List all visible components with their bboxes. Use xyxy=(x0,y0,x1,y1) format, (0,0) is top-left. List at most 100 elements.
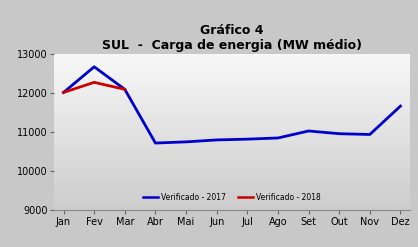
Bar xyxy=(54,99,410,100)
Bar xyxy=(54,188,410,189)
Bar xyxy=(54,174,410,175)
Bar xyxy=(54,62,410,63)
Bar xyxy=(54,126,410,127)
Bar xyxy=(54,201,410,202)
Bar xyxy=(54,125,410,126)
Bar xyxy=(54,123,410,124)
Bar xyxy=(54,112,410,113)
Bar xyxy=(54,160,410,161)
Bar xyxy=(54,67,410,68)
Bar xyxy=(54,175,410,176)
Bar xyxy=(54,77,410,78)
Bar xyxy=(54,92,410,93)
Bar xyxy=(54,76,410,77)
Bar xyxy=(54,194,410,195)
Bar xyxy=(54,187,410,188)
Bar xyxy=(54,108,410,109)
Bar xyxy=(54,93,410,94)
Bar xyxy=(54,205,410,206)
Bar xyxy=(54,148,410,149)
Bar xyxy=(54,204,410,205)
Bar xyxy=(54,176,410,177)
Bar xyxy=(54,82,410,83)
Bar xyxy=(54,132,410,133)
Bar xyxy=(54,75,410,76)
Bar xyxy=(54,139,410,140)
Bar xyxy=(54,122,410,123)
Bar xyxy=(54,193,410,194)
Bar xyxy=(54,150,410,151)
Bar xyxy=(54,129,410,130)
Bar xyxy=(54,147,410,148)
Bar xyxy=(54,114,410,115)
Bar xyxy=(54,128,410,129)
Bar xyxy=(54,183,410,184)
Bar xyxy=(54,162,410,163)
Bar xyxy=(54,94,410,95)
Bar xyxy=(54,83,410,84)
Bar xyxy=(54,170,410,171)
Bar xyxy=(54,166,410,167)
Bar xyxy=(54,180,410,181)
Bar xyxy=(54,165,410,166)
Bar xyxy=(54,138,410,139)
Bar xyxy=(54,169,410,170)
Bar xyxy=(54,96,410,97)
Bar xyxy=(54,121,410,122)
Bar xyxy=(54,143,410,144)
Bar xyxy=(54,145,410,146)
Bar xyxy=(54,203,410,204)
Bar xyxy=(54,154,410,155)
Bar xyxy=(54,54,410,55)
Bar xyxy=(54,202,410,203)
Bar xyxy=(54,192,410,193)
Bar xyxy=(54,90,410,91)
Bar xyxy=(54,173,410,174)
Bar xyxy=(54,110,410,111)
Bar xyxy=(54,199,410,200)
Bar xyxy=(54,152,410,153)
Bar xyxy=(54,177,410,178)
Bar xyxy=(54,184,410,185)
Bar xyxy=(54,186,410,187)
Bar xyxy=(54,58,410,59)
Bar xyxy=(54,133,410,134)
Bar xyxy=(54,137,410,138)
Bar xyxy=(54,127,410,128)
Bar xyxy=(54,86,410,87)
Bar xyxy=(54,155,410,156)
Bar xyxy=(54,178,410,179)
Bar xyxy=(54,144,410,145)
Bar xyxy=(54,85,410,86)
Bar xyxy=(54,98,410,99)
Bar xyxy=(54,111,410,112)
Bar xyxy=(54,56,410,57)
Bar xyxy=(54,119,410,120)
Bar xyxy=(54,134,410,135)
Bar xyxy=(54,64,410,65)
Bar xyxy=(54,89,410,90)
Bar xyxy=(54,61,410,62)
Bar xyxy=(54,185,410,186)
Bar xyxy=(54,55,410,56)
Bar xyxy=(54,120,410,121)
Bar xyxy=(54,208,410,209)
Bar xyxy=(54,140,410,141)
Bar xyxy=(54,87,410,88)
Bar xyxy=(54,71,410,72)
Bar xyxy=(54,181,410,182)
Bar xyxy=(54,157,410,158)
Legend: Verificado - 2017, Verificado - 2018: Verificado - 2017, Verificado - 2018 xyxy=(140,189,324,205)
Bar xyxy=(54,182,410,183)
Bar xyxy=(54,171,410,172)
Bar xyxy=(54,66,410,67)
Bar xyxy=(54,141,410,142)
Bar xyxy=(54,79,410,80)
Bar xyxy=(54,72,410,73)
Bar xyxy=(54,136,410,137)
Bar xyxy=(54,156,410,157)
Bar xyxy=(54,97,410,98)
Bar xyxy=(54,118,410,119)
Bar xyxy=(54,164,410,165)
Bar xyxy=(54,159,410,160)
